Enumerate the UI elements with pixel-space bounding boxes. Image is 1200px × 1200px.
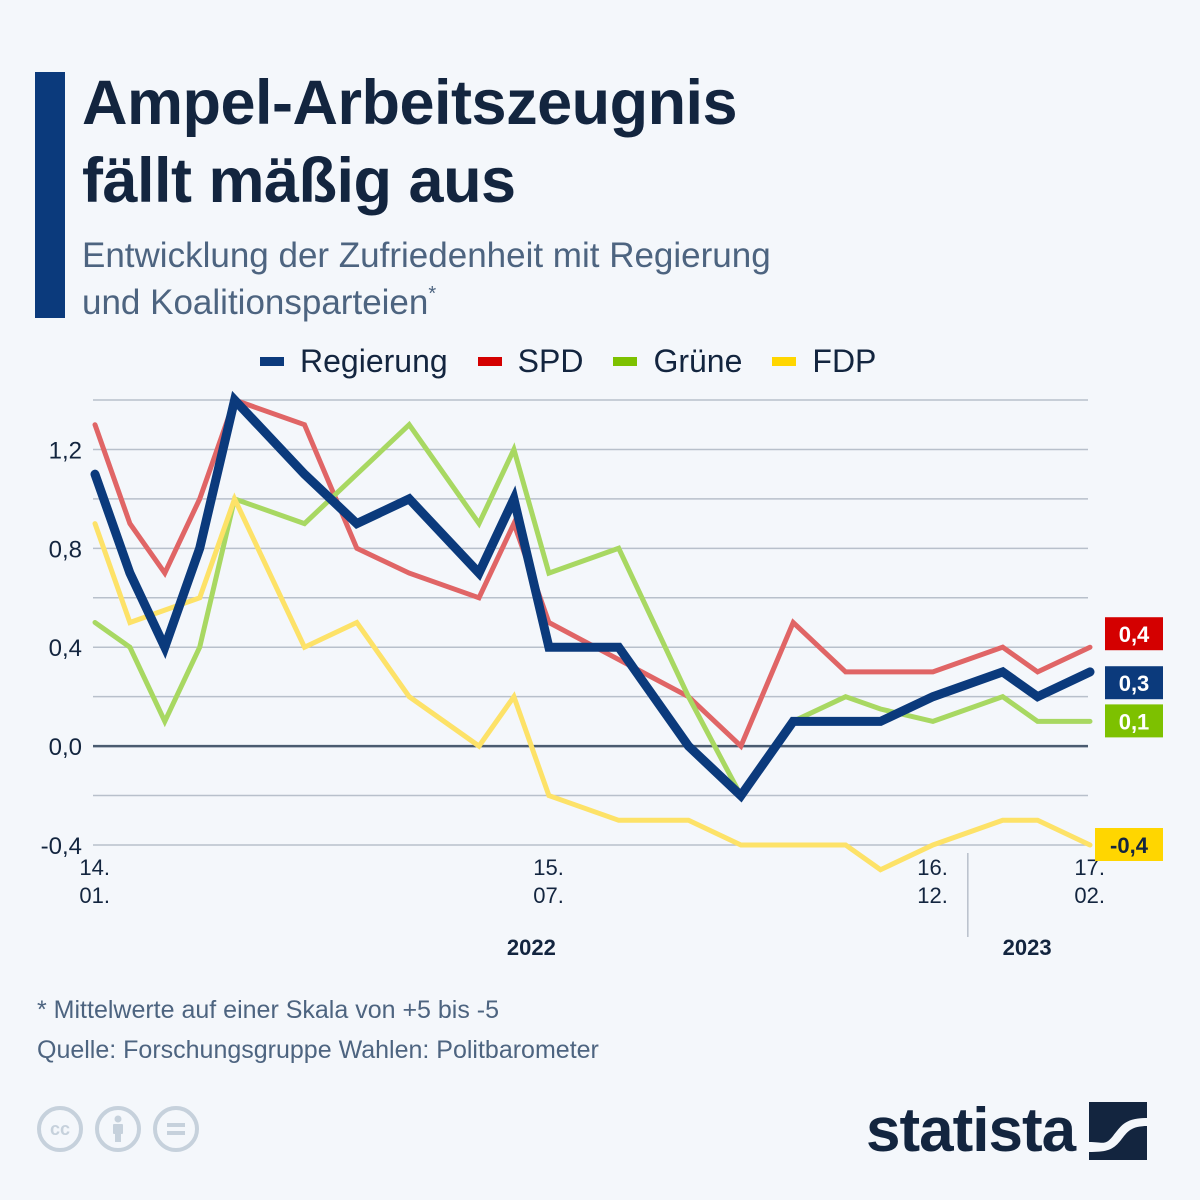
attribution-icon[interactable]	[95, 1106, 141, 1152]
x-axis-ticks: 14.01.15.07.16.12.17.02.2022 2023	[79, 853, 1105, 960]
series-line-spd	[92, 396, 1093, 751]
end-label-value: -0,4	[1110, 833, 1149, 858]
cc-icon[interactable]: cc	[37, 1106, 83, 1152]
page-title: Ampel-Arbeitszeugnis fällt mäßig aus	[82, 64, 1082, 220]
legend-swatch-spd	[477, 357, 502, 366]
year-label: 2023	[1003, 935, 1052, 960]
footnote: * Mittelwerte auf einer Skala von +5 bis…	[37, 990, 599, 1070]
statista-logo-icon	[1089, 1102, 1148, 1160]
x-tick-label-month: 07.	[533, 883, 564, 908]
end-label-box	[1105, 704, 1163, 738]
legend-item-gruene: Grüne	[613, 343, 742, 380]
line-chart: 1,20,80,40,0-0,4 14.01.15.07.16.12.17.02…	[41, 390, 1163, 960]
end-label-gruene: 0,1	[1105, 704, 1163, 738]
series-line-gruene	[92, 420, 1093, 801]
statista-logo[interactable]: statista	[866, 1096, 1148, 1165]
y-tick-label: 0,8	[49, 536, 82, 563]
legend-item-fdp: FDP	[772, 343, 876, 380]
subtitle-line-2: und Koalitionsparteien	[82, 283, 429, 322]
legend-swatch-gruene	[613, 357, 638, 366]
x-tick-label-month: 01.	[79, 883, 110, 908]
scale-note: * Mittelwerte auf einer Skala von +5 bis…	[37, 996, 500, 1024]
legend-item-regierung: Regierung	[260, 343, 448, 380]
series-lines	[90, 390, 1095, 873]
brand-name: statista	[866, 1096, 1076, 1165]
y-axis-ticks: 1,2 0,8 0,4 0,0 -0,4	[41, 437, 82, 860]
y-tick-label: 0,0	[49, 734, 82, 761]
legend-label-fdp: FDP	[812, 343, 877, 379]
x-tick-label-day: 14.	[79, 855, 110, 880]
x-tick-label-month: 02.	[1074, 883, 1105, 908]
series-line-fdp	[92, 492, 1093, 873]
end-label-box	[1105, 617, 1163, 651]
end-label-value: 0,3	[1119, 671, 1150, 696]
end-label-value: 0,4	[1119, 622, 1150, 647]
subtitle-line-1: Entwicklung der Zufriedenheit mit Regier…	[82, 236, 771, 275]
end-label-box	[1105, 666, 1163, 700]
end-label-value: 0,1	[1119, 709, 1150, 734]
license-icons: cc	[37, 1106, 199, 1152]
year-label: 2022	[507, 935, 556, 960]
end-value-labels: 0,4 0,3 0,1 -0,4	[1095, 617, 1163, 861]
gridlines	[93, 399, 1088, 846]
end-label-box	[1095, 828, 1163, 861]
chart-subtitle: Entwicklung der Zufriedenheit mit Regier…	[82, 232, 982, 326]
title-line-2: fällt mäßig aus	[82, 146, 516, 216]
legend-swatch-regierung	[260, 357, 284, 366]
y-tick-label: 1,2	[49, 437, 82, 464]
x-tick-label-day: 15.	[533, 855, 564, 880]
x-tick-label-month: 12.	[917, 883, 948, 908]
legend-label-gruene: Grüne	[653, 343, 743, 379]
end-label-fdp: -0,4	[1095, 828, 1163, 861]
chart-legend: Regierung SPD Grüne FDP	[260, 343, 906, 380]
end-label-spd: 0,4	[1105, 617, 1163, 651]
footnote-marker: *	[428, 283, 437, 305]
legend-label-spd: SPD	[517, 343, 584, 379]
no-derivatives-icon[interactable]	[153, 1106, 199, 1152]
legend-label-regierung: Regierung	[300, 343, 448, 379]
title-line-1: Ampel-Arbeitszeugnis	[82, 68, 738, 138]
end-label-regierung: 0,3	[1105, 666, 1163, 700]
x-tick-label-day: 16.	[917, 855, 948, 880]
source-note: Quelle: Forschungsgruppe Wahlen: Politba…	[37, 1036, 599, 1064]
legend-item-spd: SPD	[477, 343, 584, 380]
legend-swatch-fdp	[772, 357, 797, 366]
series-line-regierung	[90, 390, 1095, 803]
title-accent-bar	[35, 72, 65, 318]
y-tick-label: -0,4	[41, 833, 82, 860]
y-tick-label: 0,4	[49, 635, 82, 662]
